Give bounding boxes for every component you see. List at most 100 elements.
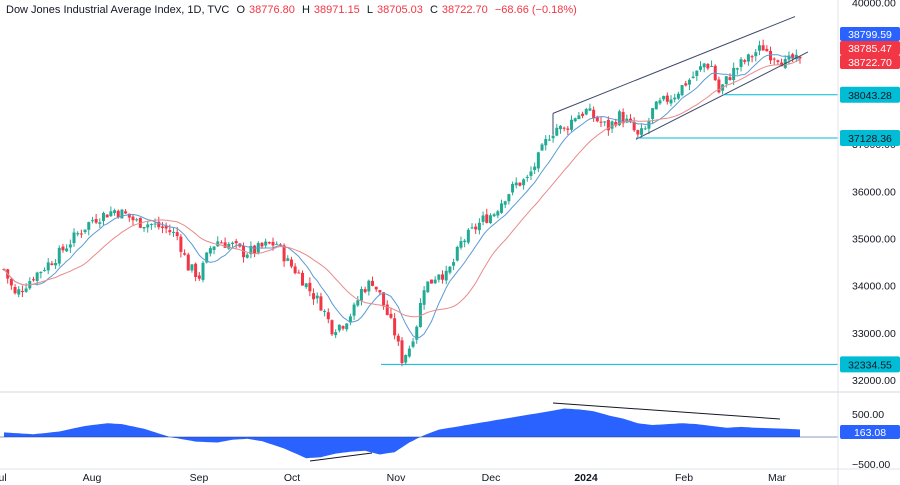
candle-body <box>356 300 360 306</box>
candle-body <box>470 227 474 229</box>
channel-upper-line <box>552 16 796 114</box>
candle-body <box>636 130 640 135</box>
candle-body <box>566 128 570 130</box>
candle-body <box>385 304 389 315</box>
x-tick-label: Aug <box>83 472 102 484</box>
candle-body <box>776 60 780 62</box>
x-tick-label: Sep <box>190 472 209 484</box>
candle-body <box>706 64 710 69</box>
candle-body <box>485 214 489 223</box>
candle-body <box>308 282 312 292</box>
candle-body <box>514 182 518 186</box>
candle-body <box>175 232 179 237</box>
candle-body <box>732 67 736 81</box>
candle-body <box>382 292 386 306</box>
x-tick-label: Jul <box>0 472 7 484</box>
candle-body <box>168 230 172 233</box>
candle-body <box>334 332 338 336</box>
candle-body <box>606 119 610 131</box>
close-value: 38722.70 <box>441 4 488 16</box>
candle-body <box>208 248 212 254</box>
candle-body <box>83 229 87 233</box>
candle-body <box>98 222 102 224</box>
candle-body <box>267 242 271 244</box>
candle-body <box>794 54 798 59</box>
oscillator-value-badge <box>840 425 900 439</box>
candle-body <box>124 211 128 214</box>
candle-body <box>426 281 430 293</box>
candle-body <box>496 211 500 216</box>
candle-body <box>312 293 316 300</box>
x-tick-label: Nov <box>387 472 406 484</box>
low-value: 38705.03 <box>377 4 423 16</box>
level-badge <box>840 356 900 373</box>
candle-body <box>179 236 183 252</box>
candle-body <box>684 83 688 86</box>
candle-body <box>13 287 17 294</box>
candle-body <box>146 224 150 228</box>
level-badge-label: 38043.28 <box>848 90 892 102</box>
candle-body <box>511 183 515 193</box>
candle-body <box>651 108 655 119</box>
candle-body <box>120 209 124 219</box>
candle-body <box>348 316 352 323</box>
candle-body <box>754 52 758 57</box>
candle-body <box>407 348 411 357</box>
candle-body <box>72 232 76 244</box>
candle-body <box>127 213 131 218</box>
candle-body <box>183 253 187 255</box>
candle-body <box>522 179 526 186</box>
candle-body <box>581 113 585 116</box>
candle-body <box>459 241 463 248</box>
candle-body <box>160 226 164 228</box>
candle-body <box>643 128 647 130</box>
candle-body <box>610 121 614 129</box>
candle-body <box>536 152 540 169</box>
candle-body <box>131 216 135 221</box>
candle-series <box>2 39 802 367</box>
candle-body <box>219 242 223 244</box>
candle-body <box>647 120 651 129</box>
candle-body <box>687 79 691 85</box>
y-tick-label: 36000.00 <box>852 186 896 198</box>
candle-body <box>20 290 24 292</box>
candle-body <box>669 99 673 104</box>
candle-body <box>282 245 286 262</box>
candle-body <box>724 76 728 85</box>
candle-body <box>547 139 551 141</box>
x-tick-label: Oct <box>284 472 300 484</box>
y-tick-label: 32000.00 <box>852 375 896 387</box>
candle-body <box>275 243 279 245</box>
candle-body <box>359 289 363 301</box>
channel-lower-line <box>635 51 809 140</box>
candle-body <box>728 77 732 81</box>
candle-body <box>632 121 636 131</box>
candle-body <box>212 246 216 250</box>
candle-body <box>702 63 706 68</box>
candle-body <box>396 335 400 342</box>
candle-body <box>500 203 503 213</box>
candle-body <box>433 279 437 284</box>
candle-body <box>481 215 485 222</box>
x-tick-label: Mar <box>768 472 787 484</box>
candle-body <box>743 60 747 62</box>
candle-body <box>765 48 769 52</box>
candle-body <box>665 95 669 102</box>
candle-body <box>555 127 559 136</box>
candle-body <box>50 263 54 266</box>
candle-body <box>558 125 562 130</box>
candle-body <box>54 262 58 266</box>
divergence-line-top <box>552 402 781 420</box>
candle-body <box>367 280 371 292</box>
candle-body <box>205 252 209 263</box>
candle-body <box>691 76 695 78</box>
candle-body <box>389 313 393 318</box>
level-badge <box>840 129 900 146</box>
open-value: 38776.80 <box>249 4 295 16</box>
price-badge <box>840 55 900 69</box>
candle-body <box>673 97 677 100</box>
price-badge <box>840 41 900 55</box>
candle-body <box>164 226 168 229</box>
candle-body <box>90 220 94 222</box>
